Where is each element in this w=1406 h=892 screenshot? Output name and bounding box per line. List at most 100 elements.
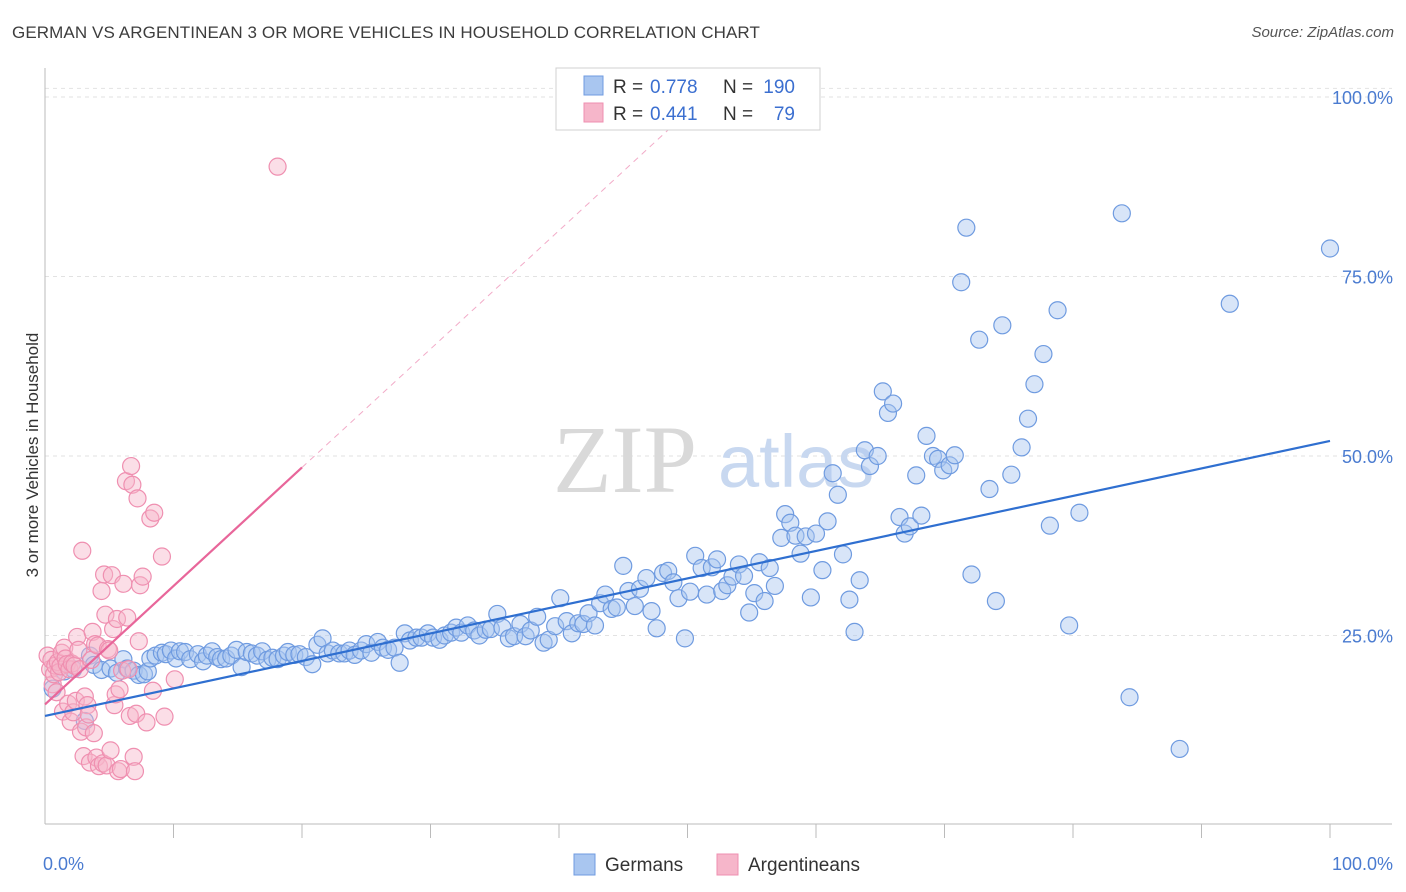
bottom-legend-swatch-germans xyxy=(573,853,596,876)
argentineans-point-55 xyxy=(111,759,130,779)
germans-point-106 xyxy=(642,601,661,621)
germans-point-128 xyxy=(760,558,779,578)
argentineans-points xyxy=(38,157,287,781)
germans-point-84 xyxy=(516,627,535,646)
germans-point-148 xyxy=(868,446,887,466)
x-tick-label-start: 0.0% xyxy=(43,854,84,874)
argentineans-point-65 xyxy=(125,762,145,781)
y-tick-label-3: 100.0% xyxy=(1332,88,1393,108)
germans-point-127 xyxy=(755,591,774,611)
argentineans-point-40 xyxy=(92,581,111,601)
germans-point-112 xyxy=(675,629,695,648)
legend-r-label-argentineans: R = xyxy=(613,104,643,125)
argentineans-point-23 xyxy=(69,640,88,659)
bottom-legend: Germans Argentineans xyxy=(573,853,860,876)
germans-point-131 xyxy=(776,505,795,524)
y-tick-labels: 25.0% 50.0% 75.0% 100.0% xyxy=(1332,88,1393,647)
argentineans-point-56 xyxy=(112,661,132,680)
germans-point-175 xyxy=(1040,516,1059,535)
germans-point-165 xyxy=(962,565,981,584)
germans-point-138 xyxy=(813,561,832,580)
germans-point-173 xyxy=(1025,375,1044,394)
bottom-legend-germans: Germans xyxy=(605,855,683,876)
germans-point-116 xyxy=(697,585,716,604)
y-tick-label-2: 75.0% xyxy=(1342,268,1393,288)
argentineans-point-63 xyxy=(123,475,142,494)
argentineans-point-42 xyxy=(95,565,114,584)
germans-point-156 xyxy=(912,506,931,525)
germans-point-87 xyxy=(534,633,553,652)
watermark: ZIP atlas xyxy=(553,406,874,513)
argentineans-trend-line xyxy=(44,466,303,706)
germans-point-144 xyxy=(845,622,864,642)
argentineans-point-77 xyxy=(165,670,184,689)
germans-point-155 xyxy=(907,466,926,485)
legend-n-label-germans: N = xyxy=(723,77,753,98)
legend-box: R = 0.778 N = 190 R = 0.441 N = 79 xyxy=(555,67,821,131)
argentineans-point-46 xyxy=(100,641,119,660)
germans-trend-line xyxy=(44,439,1331,717)
germans-point-178 xyxy=(1070,503,1089,522)
argentineans-point-59 xyxy=(118,608,137,627)
y-tick-label-0: 25.0% xyxy=(1342,627,1393,647)
germans-point-120 xyxy=(718,576,737,595)
legend-r-label-germans: R = xyxy=(613,77,643,98)
argentineans-point-38 xyxy=(88,636,107,655)
argentineans-point-43 xyxy=(96,605,115,624)
chart-title: GERMAN VS ARGENTINEAN 3 OR MORE VEHICLES… xyxy=(12,23,760,42)
argentineans-point-75 xyxy=(152,547,172,566)
germans-point-150 xyxy=(878,403,898,423)
argentineans-point-64 xyxy=(124,747,143,766)
germans-point-12 xyxy=(129,665,148,685)
argentineans-point-68 xyxy=(129,632,148,651)
germans-point-164 xyxy=(957,218,976,237)
germans-points xyxy=(43,204,1340,759)
germans-point-168 xyxy=(986,591,1006,611)
germans-point-149 xyxy=(873,382,892,401)
germans-point-105 xyxy=(637,568,656,588)
legend-swatch-argentineans xyxy=(583,102,604,123)
germans-point-174 xyxy=(1034,344,1053,364)
germans-point-172 xyxy=(1018,409,1038,428)
argentineans-trend-extension xyxy=(301,96,705,468)
germans-point-183 xyxy=(1320,239,1340,258)
germans-point-109 xyxy=(659,561,678,580)
germans-point-182 xyxy=(1220,294,1239,313)
argentineans-point-47 xyxy=(101,741,120,760)
germans-point-137 xyxy=(806,524,826,543)
germans-point-145 xyxy=(850,571,869,590)
argentineans-point-49 xyxy=(104,619,123,639)
germans-point-140 xyxy=(823,464,842,483)
germans-point-152 xyxy=(890,507,909,527)
argentineans-point-44 xyxy=(97,756,116,775)
germans-point-142 xyxy=(833,545,853,564)
germans-point-161 xyxy=(940,456,959,475)
germans-point-139 xyxy=(818,512,837,531)
germans-point-103 xyxy=(625,596,644,616)
argentineans-point-62 xyxy=(121,456,141,476)
bottom-legend-argentineans: Argentineans xyxy=(748,855,860,876)
germans-point-177 xyxy=(1060,616,1079,635)
germans-point-181 xyxy=(1170,739,1189,759)
germans-point-179 xyxy=(1112,204,1131,223)
germans-point-171 xyxy=(1012,438,1031,457)
trend-lines xyxy=(44,96,1331,717)
argentineans-point-26 xyxy=(73,541,92,560)
germans-point-18 xyxy=(156,645,175,664)
germans-point-157 xyxy=(917,426,936,445)
argentineans-point-74 xyxy=(145,503,164,522)
legend-r-value-germans: 0.778 xyxy=(650,77,698,98)
germans-point-62 xyxy=(390,653,409,672)
germans-point-101 xyxy=(614,556,633,575)
x-tick-label-end: 100.0% xyxy=(1332,854,1393,874)
germans-point-89 xyxy=(546,617,565,636)
germans-point-141 xyxy=(828,485,847,504)
germans-point-9 xyxy=(114,650,133,669)
germans-point-107 xyxy=(647,619,666,638)
x-tick-labels: 0.0% 100.0% xyxy=(43,854,1393,874)
germans-point-118 xyxy=(707,550,727,569)
germans-point-129 xyxy=(765,576,784,596)
germans-point-180 xyxy=(1120,688,1139,707)
argentineans-point-67 xyxy=(128,489,147,508)
germans-point-119 xyxy=(713,581,732,601)
